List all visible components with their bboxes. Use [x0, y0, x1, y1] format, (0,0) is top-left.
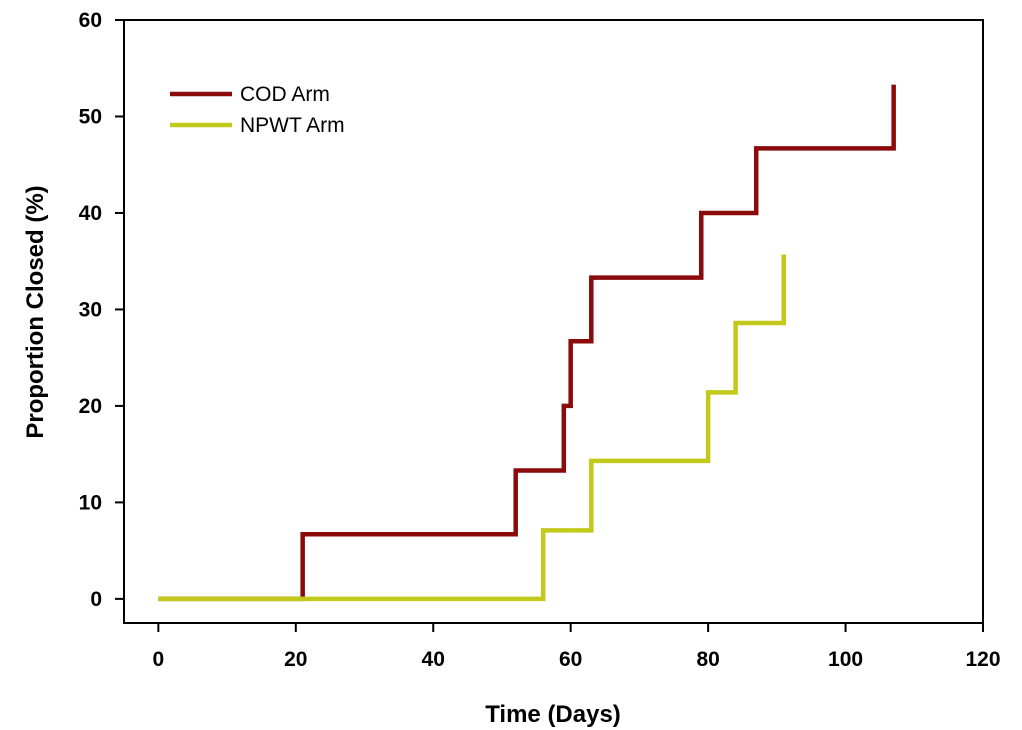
- legend: COD Arm NPWT Arm: [170, 83, 345, 137]
- x-tick-label: 120: [965, 648, 1000, 671]
- plot-frame: [123, 19, 984, 624]
- y-tick-label: 10: [79, 491, 102, 514]
- series-line-cod-arm: [158, 84, 896, 602]
- legend-label: NPWT Arm: [240, 114, 345, 137]
- y-axis-title: Proportion Closed (%): [22, 185, 49, 438]
- x-axis-title: Time (Days): [485, 701, 621, 728]
- x-tick-label: 0: [153, 648, 165, 671]
- y-tick-label: 30: [79, 298, 102, 321]
- x-tick-label: 100: [828, 648, 863, 671]
- x-tick-label: 80: [696, 648, 719, 671]
- y-tick-label: 60: [79, 9, 102, 32]
- legend-label: COD Arm: [240, 83, 330, 106]
- series-lines: [158, 84, 896, 602]
- x-tick-label: 20: [284, 648, 307, 671]
- y-tick-label: 0: [90, 588, 102, 611]
- x-tick-label: 60: [559, 648, 582, 671]
- x-tick-label: 40: [422, 648, 445, 671]
- y-tick-label: 40: [79, 202, 102, 225]
- axes: 0 20 40 60 80 100 120 0 10 20 30 40 50 60: [79, 9, 1001, 671]
- y-tick-label: 20: [79, 395, 102, 418]
- series-line-npwt-arm: [158, 254, 786, 602]
- y-tick-label: 50: [79, 105, 102, 128]
